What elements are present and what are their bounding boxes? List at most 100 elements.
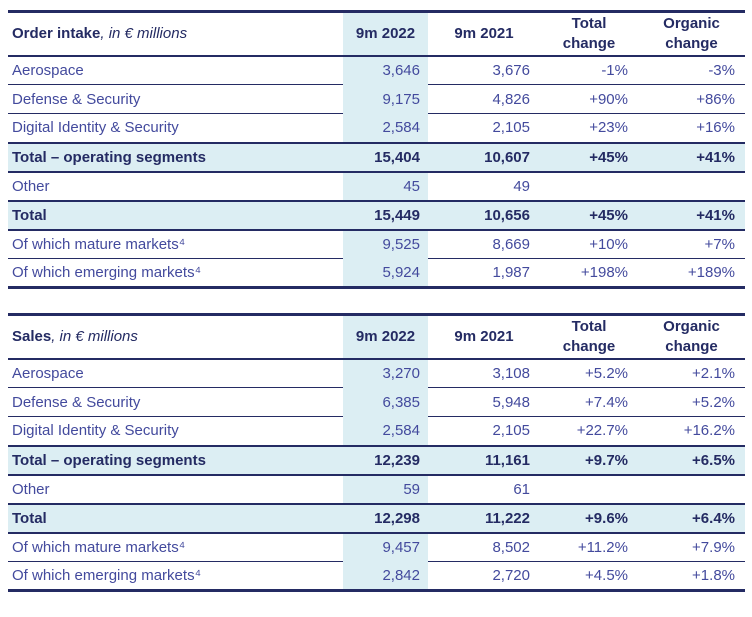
cell-total-change: +4.5% [540, 561, 638, 592]
cell-total-change: +90% [540, 84, 638, 114]
cell-9m-2021: 5,948 [428, 387, 540, 417]
row-label: Total – operating segments [8, 444, 343, 476]
cell-organic-change: +6.5% [638, 444, 745, 476]
cell-total-change: +23% [540, 113, 638, 143]
cell-9m-2021: 2,720 [428, 561, 540, 592]
cell-9m-2022: 5,924 [343, 258, 428, 289]
cell-9m-2021: 10,607 [428, 141, 540, 173]
table-row-total: Total 12,298 11,222 +9.6% +6.4% [8, 502, 745, 534]
col-header-9m-2022: 9m 2022 [343, 313, 428, 360]
cell-9m-2022: 3,270 [343, 358, 428, 388]
cell-9m-2021: 61 [428, 474, 540, 504]
cell-9m-2022: 15,449 [343, 199, 428, 231]
row-label: Total [8, 502, 343, 534]
table-row-total-operating-segments: Total – operating segments 12,239 11,161… [8, 444, 745, 476]
cell-total-change: +9.6% [540, 502, 638, 534]
row-label: Defense & Security [8, 387, 343, 417]
table-title-qualifier: , in € millions [51, 328, 138, 346]
cell-organic-change: +6.4% [638, 502, 745, 534]
row-label: Total – operating segments [8, 141, 343, 173]
cell-organic-change: +41% [638, 199, 745, 231]
table-row-other: Other 45 49 [8, 171, 745, 201]
cell-organic-change: +41% [638, 141, 745, 173]
cell-total-change: +45% [540, 141, 638, 173]
cell-total-change: -1% [540, 55, 638, 85]
cell-9m-2022: 59 [343, 474, 428, 504]
sales-table: Sales, in € millions 9m 2022 9m 2021 Tot… [8, 313, 745, 592]
sales-header-row: Sales, in € millions 9m 2022 9m 2021 Tot… [8, 313, 745, 360]
row-label: Digital Identity & Security [8, 113, 343, 143]
table-row-mature-markets: Of which mature markets⁴ 9,457 8,502 +11… [8, 532, 745, 562]
cell-9m-2021: 10,656 [428, 199, 540, 231]
cell-9m-2022: 2,584 [343, 416, 428, 446]
table-title-bold: Order intake [12, 25, 101, 43]
row-label: Digital Identity & Security [8, 416, 343, 446]
col-header-organic-change: Organic change [638, 10, 745, 57]
cell-9m-2022: 9,457 [343, 532, 428, 562]
col-header-total-change: Total change [540, 313, 638, 360]
cell-9m-2021: 11,161 [428, 444, 540, 476]
row-label: Of which emerging markets⁴ [8, 258, 343, 289]
cell-9m-2022: 9,525 [343, 229, 428, 259]
cell-9m-2021: 3,676 [428, 55, 540, 85]
col-header-total-change: Total change [540, 10, 638, 57]
cell-organic-change: +16.2% [638, 416, 745, 446]
order-intake-table: Order intake, in € millions 9m 2022 9m 2… [8, 10, 745, 289]
cell-total-change: +22.7% [540, 416, 638, 446]
table-title-qualifier: , in € millions [100, 25, 188, 43]
cell-total-change: +10% [540, 229, 638, 259]
cell-9m-2022: 12,298 [343, 502, 428, 534]
cell-organic-change: +5.2% [638, 387, 745, 417]
cell-9m-2022: 9,175 [343, 84, 428, 114]
row-label: Other [8, 171, 343, 201]
cell-9m-2021: 8,502 [428, 532, 540, 562]
cell-9m-2021: 49 [428, 171, 540, 201]
cell-organic-change: +7% [638, 229, 745, 259]
financial-results-document: Order intake, in € millions 9m 2022 9m 2… [8, 10, 745, 592]
cell-9m-2021: 2,105 [428, 416, 540, 446]
table-row-mature-markets: Of which mature markets⁴ 9,525 8,669 +10… [8, 229, 745, 259]
table-row-aerospace: Aerospace 3,646 3,676 -1% -3% [8, 55, 745, 85]
cell-organic-change: +7.9% [638, 532, 745, 562]
cell-total-change [540, 474, 638, 504]
cell-9m-2022: 45 [343, 171, 428, 201]
table-row-defense-security: Defense & Security 6,385 5,948 +7.4% +5.… [8, 387, 745, 417]
cell-9m-2022: 15,404 [343, 141, 428, 173]
cell-9m-2021: 8,669 [428, 229, 540, 259]
cell-9m-2022: 2,842 [343, 561, 428, 592]
cell-organic-change [638, 171, 745, 201]
cell-9m-2022: 12,239 [343, 444, 428, 476]
table-row-digital-identity-security: Digital Identity & Security 2,584 2,105 … [8, 416, 745, 446]
cell-9m-2021: 11,222 [428, 502, 540, 534]
cell-total-change: +5.2% [540, 358, 638, 388]
cell-9m-2021: 4,826 [428, 84, 540, 114]
cell-9m-2021: 3,108 [428, 358, 540, 388]
order-intake-title: Order intake, in € millions [8, 10, 343, 57]
row-label: Of which mature markets⁴ [8, 229, 343, 259]
row-label: Defense & Security [8, 84, 343, 114]
table-row-total: Total 15,449 10,656 +45% +41% [8, 199, 745, 231]
cell-total-change: +11.2% [540, 532, 638, 562]
cell-organic-change: -3% [638, 55, 745, 85]
table-title-bold: Sales [12, 328, 52, 346]
order-intake-header-row: Order intake, in € millions 9m 2022 9m 2… [8, 10, 745, 57]
table-row-defense-security: Defense & Security 9,175 4,826 +90% +86% [8, 84, 745, 114]
table-row-emerging-markets: Of which emerging markets⁴ 5,924 1,987 +… [8, 258, 745, 289]
table-row-emerging-markets: Of which emerging markets⁴ 2,842 2,720 +… [8, 561, 745, 592]
table-row-other: Other 59 61 [8, 474, 745, 504]
cell-total-change: +7.4% [540, 387, 638, 417]
col-header-9m-2021: 9m 2021 [428, 10, 540, 57]
table-row-aerospace: Aerospace 3,270 3,108 +5.2% +2.1% [8, 358, 745, 388]
cell-organic-change [638, 474, 745, 504]
row-label: Total [8, 199, 343, 231]
cell-9m-2021: 1,987 [428, 258, 540, 289]
cell-total-change: +198% [540, 258, 638, 289]
col-header-9m-2021: 9m 2021 [428, 313, 540, 360]
sales-title: Sales, in € millions [8, 313, 343, 360]
cell-9m-2022: 3,646 [343, 55, 428, 85]
cell-total-change: +9.7% [540, 444, 638, 476]
col-header-organic-change: Organic change [638, 313, 745, 360]
row-label: Of which emerging markets⁴ [8, 561, 343, 592]
row-label: Of which mature markets⁴ [8, 532, 343, 562]
cell-organic-change: +86% [638, 84, 745, 114]
